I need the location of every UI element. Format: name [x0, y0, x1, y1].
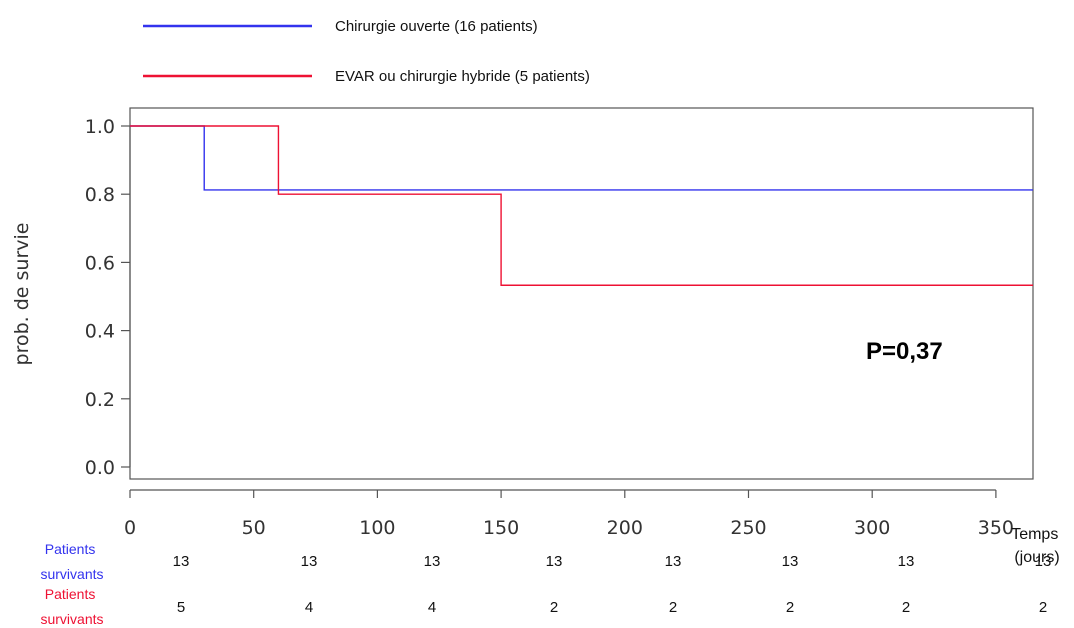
- x-tick-label: 100: [359, 517, 395, 539]
- risk-value: 13: [424, 553, 441, 570]
- legend-label-chirurgie-ouverte: Chirurgie ouverte (16 patients): [335, 18, 538, 35]
- risk-value: 4: [305, 599, 313, 616]
- risk-value: 2: [786, 599, 794, 616]
- x-unit-line-2: (jours): [1014, 549, 1059, 566]
- x-tick-label: 200: [607, 517, 643, 539]
- y-tick-label: 1.0: [85, 116, 115, 138]
- risk-value: 13: [1035, 553, 1052, 570]
- risk-row-label-chirurgie-ouverte: Patients survivants: [40, 541, 103, 582]
- risk-row-2-label-line-1: Patients: [45, 586, 96, 602]
- risk-value: 13: [301, 553, 318, 570]
- risk-table: Patients survivants Patients survivants …: [40, 541, 1051, 627]
- risk-value: 13: [782, 553, 799, 570]
- y-axis: 0.0 0.2 0.4 0.6 0.8 1.0: [85, 116, 131, 479]
- x-tick-label: 150: [483, 517, 519, 539]
- y-axis-title: prob. de survie: [11, 223, 33, 366]
- series-group: [130, 125, 1033, 286]
- risk-value: 13: [898, 553, 915, 570]
- risk-value: 2: [669, 599, 677, 616]
- legend: Chirurgie ouverte (16 patients) EVAR ou …: [143, 18, 590, 85]
- y-tick-label: 0.6: [85, 252, 115, 274]
- risk-row-2-label-line-2: survivants: [40, 611, 103, 627]
- risk-value: 2: [1039, 599, 1047, 616]
- p-value-annotation: P=0,37: [866, 338, 943, 365]
- risk-row-1-label-line-2: survivants: [40, 566, 103, 582]
- y-tick-label: 0.8: [85, 184, 115, 206]
- x-axis: 0 50 100 150 200 250 300 350: [124, 489, 1014, 539]
- risk-value: 5: [177, 599, 185, 616]
- legend-label-evar: EVAR ou chirurgie hybride (5 patients): [335, 68, 590, 85]
- risk-value: 13: [173, 553, 190, 570]
- risk-value: 4: [428, 599, 436, 616]
- x-tick-label: 300: [854, 517, 890, 539]
- plot-frame: [129, 107, 1034, 480]
- x-tick-label: 250: [730, 517, 766, 539]
- y-tick-label: 0.2: [85, 389, 115, 411]
- risk-value: 2: [550, 599, 558, 616]
- risk-row-1-label-line-1: Patients: [45, 541, 96, 557]
- x-tick-label: 0: [124, 517, 136, 539]
- x-axis-unit-label: Temps (jours): [1011, 526, 1063, 566]
- risk-values: 13 13 13 13 13 13 13 13 5 4 4 2 2 2 2 2: [173, 553, 1052, 616]
- x-tick-label: 50: [242, 517, 266, 539]
- x-unit-line-1: Temps: [1011, 526, 1058, 543]
- x-tick-label: 350: [978, 517, 1014, 539]
- y-tick-label: 0.0: [85, 457, 115, 479]
- y-tick-label: 0.4: [85, 321, 115, 343]
- risk-row-label-evar: Patients survivants: [40, 586, 103, 627]
- risk-value: 13: [665, 553, 682, 570]
- risk-value: 2: [902, 599, 910, 616]
- series-line-chirurgie-ouverte: [130, 125, 1033, 191]
- risk-value: 13: [546, 553, 563, 570]
- series-line-evar: [130, 125, 1033, 286]
